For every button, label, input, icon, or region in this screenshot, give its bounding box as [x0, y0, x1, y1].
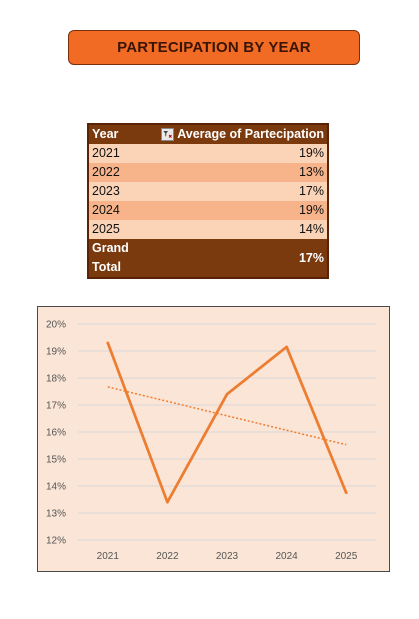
- pivot-header-value-label: Average of Partecipation: [177, 127, 324, 141]
- x-tick-label: 2022: [156, 551, 179, 562]
- y-tick-label: 18%: [46, 374, 66, 385]
- data-point: [225, 393, 229, 396]
- y-tick-label: 20%: [46, 320, 66, 331]
- y-tick-label: 17%: [46, 401, 66, 412]
- pivot-row-year[interactable]: 2024: [88, 201, 159, 220]
- y-tick-label: 19%: [46, 347, 66, 358]
- pivot-row-value[interactable]: 19%: [158, 144, 328, 163]
- pivot-row: 2025 14%: [88, 220, 328, 239]
- pivot-header-value: Average of Partecipation: [158, 124, 328, 144]
- x-tick-label: 2021: [97, 551, 120, 562]
- data-point: [166, 501, 169, 504]
- data-point: [345, 491, 348, 494]
- pivot-row-value[interactable]: 19%: [158, 201, 328, 220]
- pivot-row: 2023 17%: [88, 182, 328, 201]
- pivot-row: 2022 13%: [88, 163, 328, 182]
- x-tick-label: 2025: [335, 551, 358, 562]
- pivot-row-year[interactable]: 2025: [88, 220, 159, 239]
- pivot-row: 2021 19%: [88, 144, 328, 163]
- series-line: [106, 341, 348, 504]
- pivot-row-year[interactable]: 2023: [88, 182, 159, 201]
- pivot-header-year-label: Year: [92, 127, 119, 141]
- y-tick-label: 15%: [46, 455, 66, 466]
- data-point: [106, 341, 110, 345]
- y-tick-label: 16%: [46, 428, 66, 439]
- x-tick-label: 2023: [216, 551, 239, 562]
- y-tick-label: 12%: [46, 536, 66, 547]
- line-chart-plot: 12% 13% 14% 15% 16% 17% 18% 19% 20% 2021 2022 2023 2…: [46, 320, 376, 562]
- trendline: [107, 386, 347, 446]
- pivot-total-value: 17%: [158, 239, 328, 278]
- pivot-row-value[interactable]: 13%: [158, 163, 328, 182]
- report-title-banner: PARTECIPATION BY YEAR: [68, 30, 360, 65]
- y-tick-label: 13%: [46, 509, 66, 520]
- pivot-row-year[interactable]: 2021: [88, 144, 159, 163]
- pivot-table: Year Average of Partecipation 2021 19% 202…: [87, 123, 329, 279]
- x-tick-label: 2024: [275, 551, 298, 562]
- pivot-row-year[interactable]: 2022: [88, 163, 159, 182]
- pivot-header-year[interactable]: Year: [88, 124, 159, 144]
- pivot-row-value[interactable]: 17%: [158, 182, 328, 201]
- pivot-header-row: Year Average of Partecipation: [88, 124, 328, 144]
- pivot-total-label: Grand Total: [88, 239, 159, 278]
- pivot-row-value[interactable]: 14%: [158, 220, 328, 239]
- data-point: [285, 345, 288, 349]
- y-tick-label: 14%: [46, 482, 66, 493]
- report-title: PARTECIPATION BY YEAR: [117, 39, 311, 56]
- filter-icon[interactable]: [161, 128, 175, 142]
- pivot-row: 2024 19%: [88, 201, 328, 220]
- pivot-total-row: Grand Total 17%: [88, 239, 328, 278]
- line-chart[interactable]: 12% 13% 14% 15% 16% 17% 18% 19% 20% 2021 2022 2023 2…: [37, 306, 390, 572]
